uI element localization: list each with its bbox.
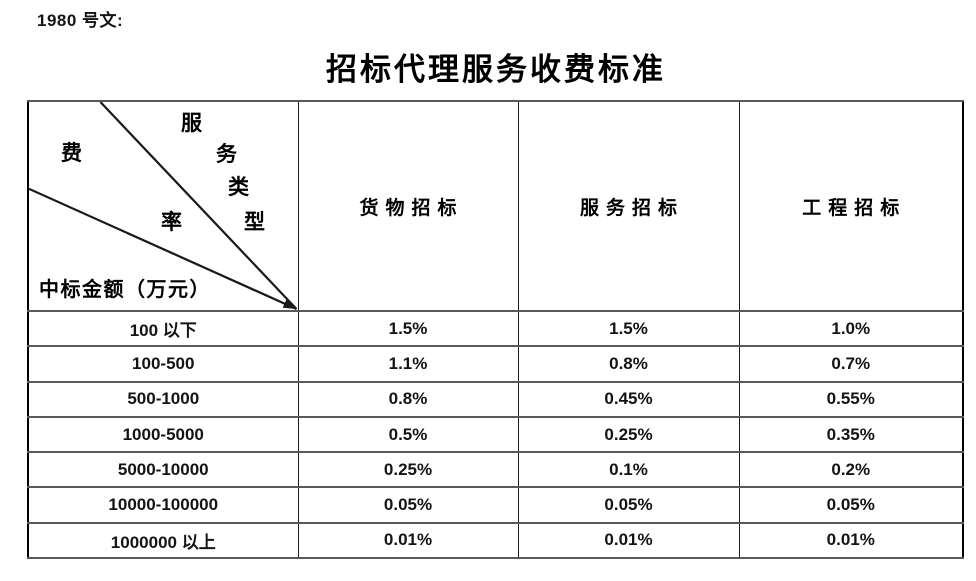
rate-cell: 0.35% xyxy=(738,415,964,454)
corner-amount-axis-label: 中标金额（万元） xyxy=(39,279,211,301)
amount-range-cell: 5000-10000 xyxy=(27,451,299,489)
rate-cell: 0.7% xyxy=(738,345,964,383)
table-row: 100 以下 1.5% 1.5% 1.0% xyxy=(27,309,964,348)
doc-reference-label: 1980 号文: xyxy=(37,11,124,30)
rate-cell: 0.01% xyxy=(738,521,964,560)
rate-cell: 0.8% xyxy=(517,345,740,383)
rate-cell: 0.01% xyxy=(517,521,740,560)
column-header-engineering-bidding: 工程招标 xyxy=(738,100,964,312)
corner-service-type-char-1: 服 xyxy=(181,111,202,135)
table-corner-cell: 服 务 类 型 费 率 中标金额（万元） xyxy=(27,100,299,312)
rate-cell: 0.5% xyxy=(297,415,519,454)
corner-fee-rate-char-2: 率 xyxy=(161,210,182,234)
rate-cell: 1.1% xyxy=(297,345,519,383)
page-title: 招标代理服务收费标准 xyxy=(326,52,666,87)
rate-cell: 0.01% xyxy=(297,521,519,560)
amount-range-cell: 10000-100000 xyxy=(27,486,299,524)
amount-range-cell: 1000-5000 xyxy=(27,415,299,454)
table-row: 10000-100000 0.05% 0.05% 0.05% xyxy=(27,486,964,524)
corner-service-type-char-3: 类 xyxy=(228,175,249,199)
diagonal-divider-lines xyxy=(29,103,297,309)
table-row: 500-1000 0.8% 0.45% 0.55% xyxy=(27,380,964,418)
corner-service-type-char-2: 务 xyxy=(216,142,237,166)
rate-cell: 0.05% xyxy=(738,486,964,524)
amount-range-cell: 1000000 以上 xyxy=(27,521,299,560)
fee-standard-table: 服 务 类 型 费 率 中标金额（万元） 货物招标 服务招标 工程招标 100 … xyxy=(27,100,964,560)
table-row: 1000000 以上 0.01% 0.01% 0.01% xyxy=(27,521,964,560)
corner-fee-rate-char-1: 费 xyxy=(61,141,82,165)
table-row: 100-500 1.1% 0.8% 0.7% xyxy=(27,345,964,383)
column-header-goods-bidding: 货物招标 xyxy=(297,100,519,312)
rate-cell: 0.8% xyxy=(297,380,519,418)
amount-range-cell: 500-1000 xyxy=(27,380,299,418)
table-row: 5000-10000 0.25% 0.1% 0.2% xyxy=(27,451,964,489)
amount-range-cell: 100-500 xyxy=(27,345,299,383)
rate-cell: 0.05% xyxy=(517,486,740,524)
rate-cell: 1.0% xyxy=(738,309,964,348)
rate-cell: 0.55% xyxy=(738,380,964,418)
arrowhead-icon xyxy=(282,299,297,309)
table-header-row: 服 务 类 型 费 率 中标金额（万元） 货物招标 服务招标 工程招标 xyxy=(27,100,964,312)
rate-cell: 1.5% xyxy=(517,309,740,348)
rate-cell: 1.5% xyxy=(297,309,519,348)
amount-range-cell: 100 以下 xyxy=(27,309,299,348)
rate-cell: 0.1% xyxy=(517,451,740,489)
rate-cell: 0.25% xyxy=(297,451,519,489)
corner-service-type-char-4: 型 xyxy=(244,210,265,234)
column-header-service-bidding: 服务招标 xyxy=(517,100,740,312)
rate-cell: 0.05% xyxy=(297,486,519,524)
rate-cell: 0.25% xyxy=(517,415,740,454)
rate-cell: 0.2% xyxy=(738,451,964,489)
rate-cell: 0.45% xyxy=(517,380,740,418)
table-row: 1000-5000 0.5% 0.25% 0.35% xyxy=(27,415,964,454)
